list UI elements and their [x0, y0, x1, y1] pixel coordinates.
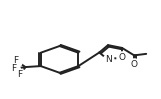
Text: N: N: [105, 55, 111, 64]
Text: F: F: [17, 70, 22, 79]
Text: O: O: [118, 52, 126, 61]
Text: F: F: [13, 56, 18, 65]
Text: O: O: [131, 60, 138, 69]
Text: F: F: [11, 64, 16, 73]
